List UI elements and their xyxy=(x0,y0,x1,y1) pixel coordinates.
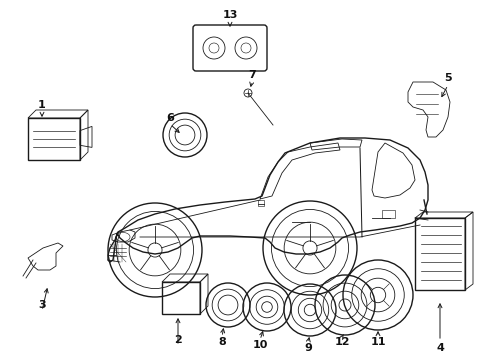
Text: 12: 12 xyxy=(334,337,349,347)
Text: 13: 13 xyxy=(222,10,237,20)
Text: 9: 9 xyxy=(304,343,311,353)
Text: 8: 8 xyxy=(218,337,225,347)
Text: 2: 2 xyxy=(174,335,182,345)
Text: 11: 11 xyxy=(369,337,385,347)
Text: 7: 7 xyxy=(247,70,255,80)
Text: 10: 10 xyxy=(252,340,267,350)
Text: 1: 1 xyxy=(38,100,46,110)
Text: 5: 5 xyxy=(443,73,451,83)
Text: 3: 3 xyxy=(38,300,46,310)
Text: 6: 6 xyxy=(166,113,174,123)
Text: 4: 4 xyxy=(435,343,443,353)
